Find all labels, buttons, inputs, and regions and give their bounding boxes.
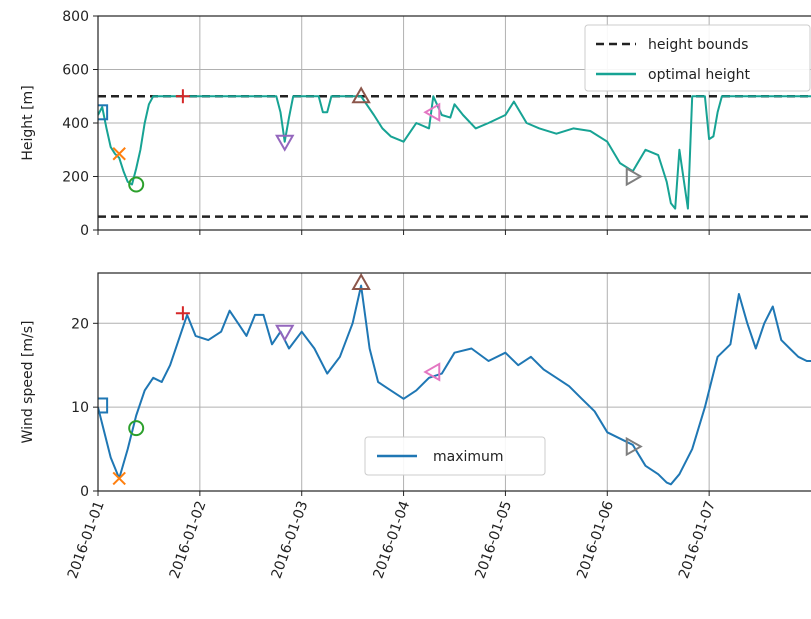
y-tick-label: 10 <box>71 400 89 416</box>
maximum-series-line <box>98 284 811 486</box>
legend: height bounds optimal height <box>584 24 811 92</box>
y-axis-label: Wind speed [m/s] <box>20 321 36 444</box>
y-tick-label: 400 <box>62 116 89 132</box>
legend-label: height bounds <box>648 37 748 53</box>
marker-plus-3 <box>175 306 190 321</box>
marker-square-0 <box>98 104 109 121</box>
marker-x-1 <box>112 147 126 161</box>
y-tick-label: 600 <box>62 63 89 79</box>
marker-circle-2 <box>128 420 145 437</box>
marker-plus-3 <box>175 89 190 104</box>
panel-2: 0 10 20 Wind speed [m/s] maximum <box>20 272 811 500</box>
marker-triangle-up-5 <box>351 86 371 104</box>
x-tick-label: 2016-01-04 <box>370 499 413 581</box>
legend: maximum <box>364 436 546 476</box>
panel-1: 0 200 400 600 800 Height [m] height bounds opti… <box>20 9 811 239</box>
y-tick-label: 20 <box>71 316 89 332</box>
y-tick-label: 0 <box>80 484 89 500</box>
legend-label: maximum <box>433 449 504 465</box>
marker-triangle-up-5 <box>351 273 371 291</box>
plot-area <box>98 273 811 486</box>
optimal-height-series-line <box>98 95 811 210</box>
marker-x-1 <box>112 471 126 486</box>
marker-triangle-down-4 <box>275 134 295 152</box>
marker-triangle-down-4 <box>275 324 295 342</box>
plot-area <box>98 86 811 218</box>
y-axis-label: Height [m] <box>20 85 36 160</box>
legend-box <box>584 24 811 92</box>
legend-box <box>364 436 546 476</box>
x-tick-label: 2016-01-06 <box>574 499 617 581</box>
y-tick-label: 800 <box>62 9 89 25</box>
marker-square-0 <box>98 397 109 414</box>
marker-triangle-left-6 <box>423 102 441 123</box>
y-tick-label: 200 <box>62 170 89 186</box>
marker-triangle-right-7 <box>625 166 643 187</box>
y-tick-label: 0 <box>80 223 89 239</box>
legend-label: optimal height <box>648 67 751 83</box>
axes-frame <box>97 272 811 492</box>
x-tick-label: 2016-01-07 <box>676 499 719 581</box>
marker-triangle-right-7 <box>625 436 643 457</box>
x-tick-label: 2016-01-03 <box>269 499 312 581</box>
marker-circle-2 <box>128 176 145 193</box>
x-tick-label: 2016-01-01 <box>65 499 108 581</box>
x-tick-label: 2016-01-02 <box>167 499 210 581</box>
x-tick-label: 2016-01-05 <box>472 499 515 581</box>
marker-triangle-left-6 <box>423 362 441 382</box>
